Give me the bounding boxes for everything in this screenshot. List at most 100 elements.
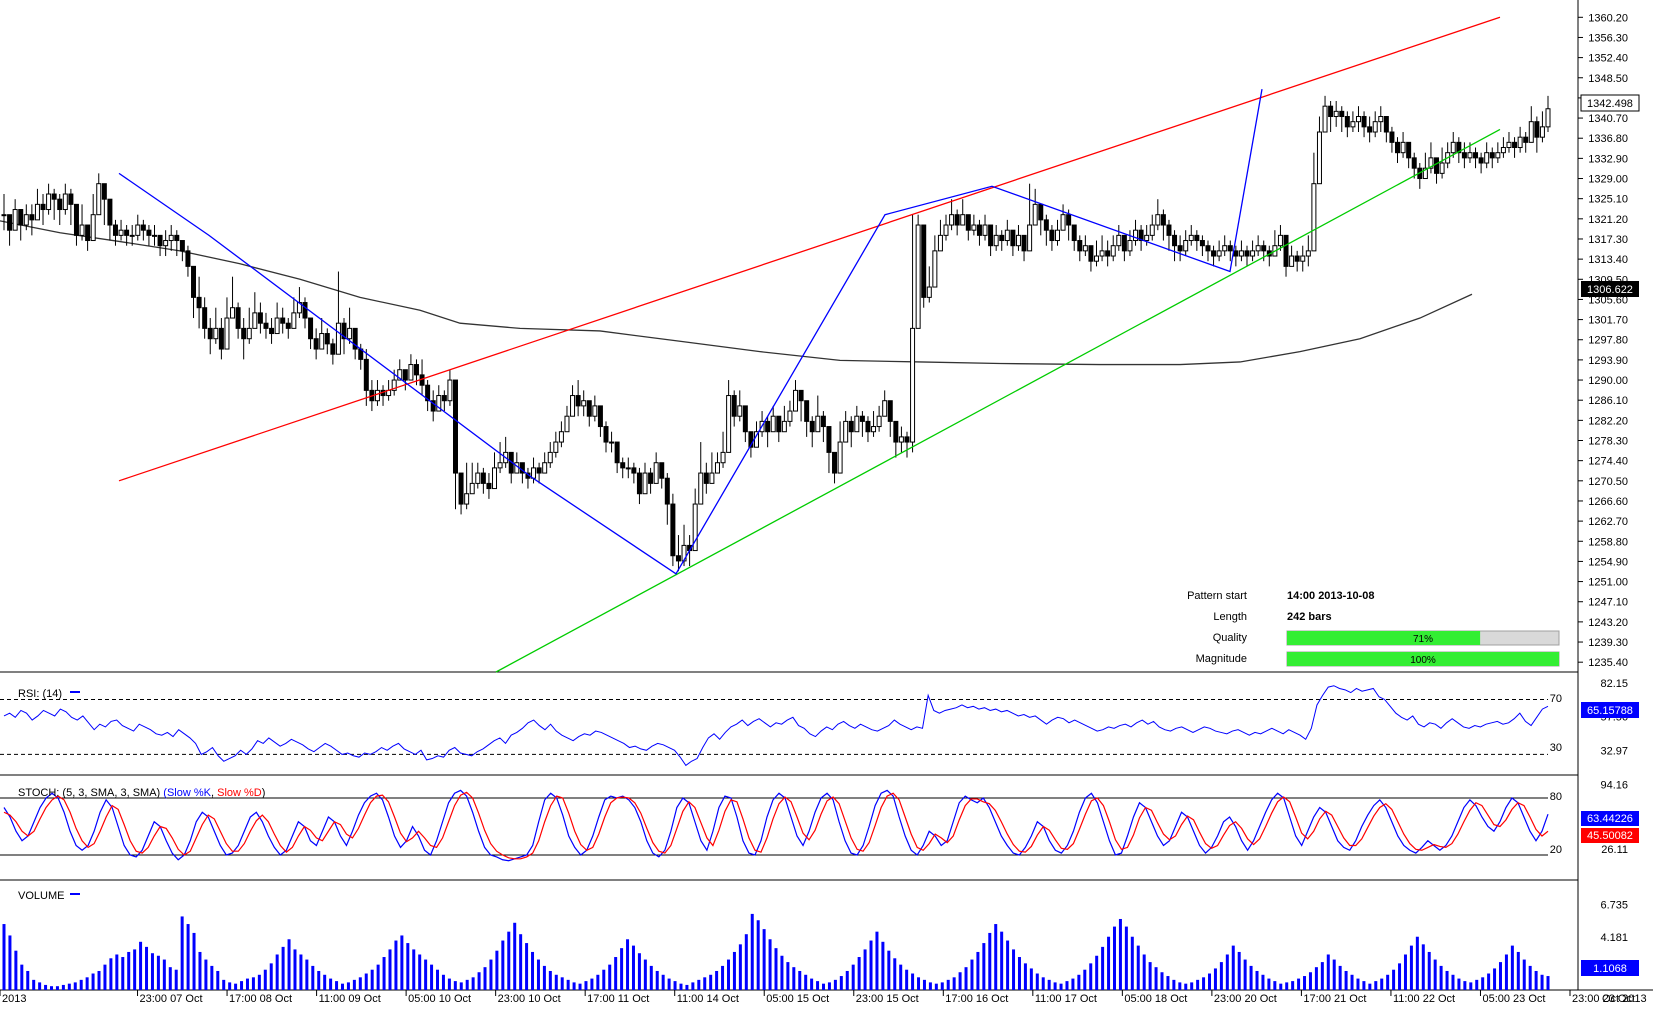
price-tick-label: 1270.50 [1588,476,1628,488]
candle-body-up [469,482,475,495]
candle-body-down [748,431,754,448]
volume-bar [459,982,463,990]
candle-body-up [531,467,537,479]
x-tick-label: 23:00 20 Oct [1214,993,1277,1005]
candle-body-down [976,224,982,236]
candle [497,442,503,474]
candle [893,420,899,458]
candle-body-down [1367,126,1373,133]
x-tick-label: 05:00 18 Oct [1124,993,1187,1005]
volume-bar [756,920,760,990]
candle-body-down [1434,157,1440,174]
volume-bar [192,932,196,990]
candle-body-down [29,214,35,221]
candle [798,389,804,422]
rsi-level-70: 70 [1550,693,1562,705]
volume-bar [816,981,820,990]
volume-bar [20,964,24,990]
candle-body-down [1166,224,1172,236]
candle-body-down [85,224,91,242]
candle [982,214,988,241]
candle-body-up [1378,116,1384,123]
candle [51,188,57,220]
volume-bar [1516,951,1520,990]
volume-bar [976,951,980,990]
candle [1406,141,1412,169]
price-tick-label: 1235.40 [1588,657,1628,669]
candle-body-up [347,327,353,340]
x-tick-label: 23:00 10 Oct [498,993,561,1005]
candle [174,230,180,257]
price-tick-label: 1290.00 [1588,375,1628,387]
stoch-k-label: 63.44226 [1581,811,1639,826]
volume-bar [1326,954,1330,990]
stoch-d-line [3,791,1549,860]
candle [564,405,570,433]
candle [1166,219,1172,251]
price-tick-label: 1282.20 [1588,415,1628,427]
candle [464,462,470,510]
candle [1400,132,1406,158]
candle-body-up [1099,250,1105,257]
candle-body-up [1289,255,1295,267]
volume-bar [1000,931,1004,990]
rsi-current-label: 65.15788 [1581,702,1639,718]
candle [1127,230,1133,257]
candle-body-up [46,193,52,211]
rsi-line [3,685,1549,767]
volume-bar [1475,979,1479,990]
candle [1294,250,1300,272]
volume-bar [204,959,208,990]
candle [675,535,681,572]
volume-bar [952,977,956,990]
candle [213,307,219,344]
candle [280,307,286,334]
volume-bar [899,964,903,990]
candle-body-up [1545,108,1551,128]
candle [363,349,369,406]
candle-body-down [614,441,620,464]
candle-body-down [1523,136,1529,143]
candle-body-up [1054,229,1060,242]
volume-bar [1237,951,1241,990]
volume-bar [822,983,826,990]
candle [57,194,63,226]
candle-body-down [73,203,79,236]
candle-body-up [319,333,325,350]
candle [151,225,157,246]
candle [659,462,665,489]
candle-body-down [1172,234,1178,247]
volume-bar [1320,962,1324,990]
price-tick-label: 1305.60 [1588,294,1628,306]
volume-bar [572,982,576,990]
volume-bar [1487,973,1491,990]
volume-bar [614,957,618,990]
volume-bar [109,958,113,990]
candle [882,390,888,417]
candle [179,240,185,262]
candle [1032,188,1038,226]
volume-bar [881,941,885,990]
candle [586,400,592,427]
volume-bar [1540,974,1544,990]
svg-text:45.50082: 45.50082 [1587,830,1633,842]
candle-body-down [1383,116,1389,133]
candle [235,302,241,339]
volume-bar [1107,936,1111,990]
candle [79,204,85,241]
candle-body-down [40,203,46,211]
volume-bar [1101,946,1105,990]
candle-body-down [235,307,241,329]
volume-bar [127,951,131,990]
volume-bar [1124,926,1128,990]
candle-body-up [252,312,258,329]
volume-bar [887,950,891,990]
candle-body-up [625,467,631,470]
candle [1105,240,1111,267]
candle [625,457,631,479]
candle-body-up [726,395,732,453]
price-tick-label: 1332.90 [1588,153,1628,165]
volume-bar [608,964,612,990]
length-label: Length [1213,611,1247,623]
stoch-k-line [3,789,1549,862]
